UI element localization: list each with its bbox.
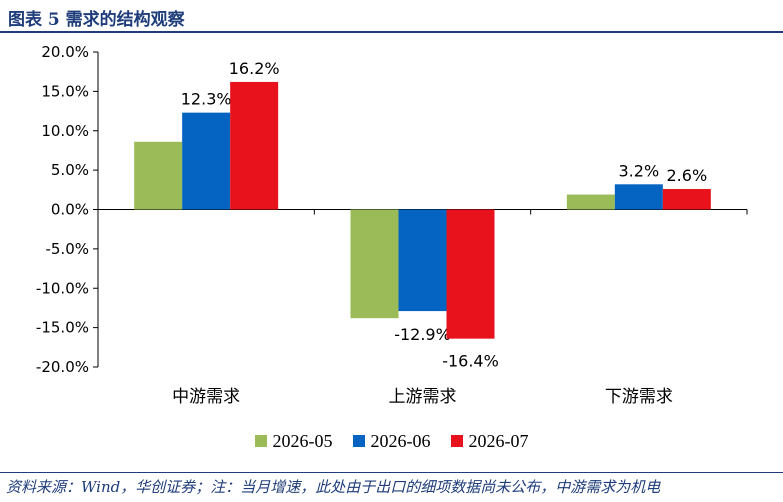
legend-item: 2026-07 bbox=[450, 430, 529, 452]
data-label: -16.4% bbox=[442, 352, 499, 371]
bar-2026-06-2 bbox=[614, 184, 663, 210]
figure-title: 图表 5 需求的结构观察 bbox=[8, 10, 185, 30]
chart-legend: 2026-05 2026-06 2026-07 bbox=[0, 428, 783, 454]
y-tick-label: -10.0% bbox=[36, 279, 89, 297]
legend-label: 2026-07 bbox=[468, 430, 529, 451]
bar-2026-07-1 bbox=[446, 209, 495, 339]
y-tick-label: 15.0% bbox=[41, 82, 89, 100]
data-label: -12.9% bbox=[394, 325, 451, 344]
data-label: 2.6% bbox=[667, 166, 708, 185]
bar-2026-07-0 bbox=[230, 81, 279, 210]
y-tick-label: -15.0% bbox=[36, 319, 89, 337]
legend-swatch bbox=[254, 435, 267, 447]
footer-divider bbox=[0, 472, 783, 473]
y-tick-label: 10.0% bbox=[41, 122, 89, 140]
x-category-label: 下游需求 bbox=[605, 387, 673, 407]
legend-swatch bbox=[450, 435, 463, 447]
legend-label: 2026-05 bbox=[272, 430, 333, 451]
bar-2026-06-1 bbox=[398, 209, 447, 312]
bar-2026-06-0 bbox=[182, 112, 231, 210]
legend-swatch bbox=[352, 435, 365, 447]
bar-chart: 20.0% 15.0% 10.0% 5.0% 0.0% -5.0% -10.0% -15.0%… bbox=[36, 43, 748, 407]
y-tick-label: 20.0% bbox=[41, 43, 89, 61]
figure-source-note: 资料来源：Wind，华创证券；注：当月增速，此处由于出口的细项数据尚未公布，中游… bbox=[6, 478, 661, 496]
data-label: 3.2% bbox=[619, 161, 660, 180]
figure-header: 图表 5 需求的结构观察 bbox=[0, 0, 783, 33]
legend-item: 2026-06 bbox=[352, 430, 431, 452]
y-tick-label: 0.0% bbox=[51, 201, 89, 219]
x-category-label: 中游需求 bbox=[172, 387, 240, 407]
header-divider bbox=[0, 31, 783, 33]
y-tick-label: -5.0% bbox=[45, 240, 89, 258]
x-category-label: 上游需求 bbox=[389, 387, 457, 407]
bar-2026-05-0 bbox=[134, 141, 183, 210]
legend-label: 2026-06 bbox=[370, 430, 431, 451]
y-tick-label: -20.0% bbox=[36, 358, 89, 376]
legend-item: 2026-05 bbox=[254, 430, 333, 452]
y-tick-label: 5.0% bbox=[51, 161, 89, 179]
bar-2026-05-2 bbox=[566, 194, 615, 210]
bar-2026-05-1 bbox=[350, 209, 399, 319]
data-label: 16.2% bbox=[229, 59, 280, 78]
data-label: 12.3% bbox=[181, 90, 232, 109]
bar-2026-07-2 bbox=[662, 189, 711, 210]
